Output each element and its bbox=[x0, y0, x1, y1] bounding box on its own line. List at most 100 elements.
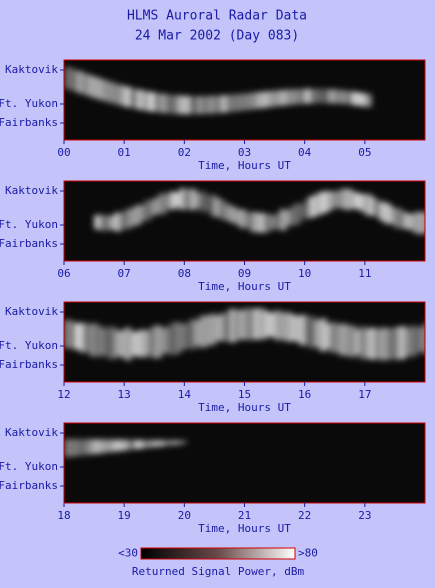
echo-patch bbox=[374, 329, 382, 359]
echo-patch bbox=[324, 323, 332, 349]
colorbar-label: Returned Signal Power, dBm bbox=[132, 565, 305, 578]
y-tick-label: Kaktovik bbox=[5, 184, 58, 197]
echo-patch bbox=[329, 321, 337, 353]
echo-patch bbox=[224, 310, 232, 343]
radar-echo bbox=[64, 67, 372, 115]
echo-patch bbox=[229, 206, 237, 223]
echo-patch bbox=[149, 440, 157, 448]
echo-patch bbox=[358, 92, 366, 107]
echo-patch bbox=[384, 327, 392, 360]
x-tick-label: 01 bbox=[118, 146, 131, 159]
echo-patch bbox=[160, 93, 168, 114]
echo-patch bbox=[349, 325, 357, 358]
echo-patch bbox=[314, 193, 322, 216]
echo-patch bbox=[364, 94, 372, 108]
echo-patch bbox=[172, 95, 180, 114]
echo-patch bbox=[199, 315, 207, 348]
x-tick-label: 11 bbox=[358, 267, 371, 280]
echo-patch bbox=[189, 319, 197, 350]
echo-patch bbox=[74, 439, 82, 456]
echo-patch bbox=[76, 71, 84, 94]
echo-patch bbox=[284, 210, 292, 226]
echo-patch bbox=[124, 86, 132, 108]
echo-patch bbox=[99, 439, 107, 453]
echo-patch bbox=[109, 215, 117, 230]
echo-patch bbox=[229, 308, 237, 343]
echo-patch bbox=[364, 194, 372, 216]
echo-patch bbox=[109, 326, 117, 360]
echo-patch bbox=[359, 326, 367, 360]
echo-patch bbox=[106, 81, 114, 103]
echo-patch bbox=[174, 192, 182, 207]
x-tick-label: 10 bbox=[298, 267, 311, 280]
echo-patch bbox=[178, 95, 186, 115]
echo-patch bbox=[104, 215, 112, 231]
echo-patch bbox=[346, 91, 354, 105]
echo-patch bbox=[119, 439, 127, 451]
echo-patch bbox=[254, 212, 262, 233]
echo-patch bbox=[174, 440, 182, 445]
echo-patch bbox=[64, 439, 72, 457]
echo-patch bbox=[316, 88, 324, 104]
title-line: HLMS Auroral Radar Data bbox=[127, 9, 307, 24]
x-tick-label: 23 bbox=[358, 509, 371, 522]
echo-patch bbox=[354, 329, 362, 355]
echo-patch bbox=[139, 440, 147, 449]
echo-patch bbox=[364, 328, 372, 358]
echo-patch bbox=[284, 312, 292, 342]
echo-patch bbox=[199, 191, 207, 213]
echo-patch bbox=[179, 323, 187, 350]
radar-echo bbox=[94, 188, 425, 234]
echo-patch bbox=[269, 215, 277, 230]
x-axis-label: Time, Hours UT bbox=[198, 401, 291, 414]
echo-patch bbox=[148, 92, 156, 112]
echo-patch bbox=[334, 89, 342, 104]
x-tick-label: 13 bbox=[118, 388, 131, 401]
echo-patch bbox=[164, 440, 172, 446]
echo-patch bbox=[344, 325, 352, 356]
echo-patch bbox=[64, 67, 72, 89]
y-tick-label: Ft. Yukon bbox=[0, 97, 58, 110]
echo-patch bbox=[154, 440, 162, 447]
echo-patch bbox=[340, 90, 348, 105]
x-tick-label: 04 bbox=[298, 146, 312, 159]
echo-patch bbox=[124, 209, 132, 230]
echo-patch bbox=[334, 324, 342, 353]
echo-patch bbox=[349, 191, 357, 209]
echo-patch bbox=[394, 326, 402, 360]
echo-patch bbox=[134, 331, 142, 357]
echo-patch bbox=[289, 206, 297, 226]
echo-patch bbox=[134, 440, 142, 449]
echo-patch bbox=[94, 439, 102, 454]
echo-patch bbox=[196, 96, 204, 115]
echo-patch bbox=[129, 439, 137, 450]
y-tick-label: Fairbanks bbox=[0, 116, 58, 129]
echo-patch bbox=[169, 191, 177, 210]
echo-patch bbox=[84, 325, 92, 352]
echo-patch bbox=[274, 213, 282, 229]
echo-patch bbox=[324, 191, 332, 212]
echo-patch bbox=[88, 75, 96, 97]
y-tick-label: Ft. Yukon bbox=[0, 339, 58, 352]
echo-patch bbox=[304, 198, 312, 220]
echo-patch bbox=[369, 197, 377, 216]
echo-patch bbox=[226, 94, 234, 112]
colorbar-tick-label: >80 bbox=[298, 547, 318, 560]
echo-patch bbox=[319, 318, 327, 352]
echo-patch bbox=[190, 96, 198, 115]
echo-patch bbox=[89, 323, 97, 357]
echo-patch bbox=[274, 90, 282, 107]
radar-echo bbox=[64, 308, 425, 361]
echo-patch bbox=[209, 313, 217, 346]
echo-patch bbox=[94, 215, 102, 230]
echo-patch bbox=[79, 439, 87, 456]
echo-patch bbox=[149, 199, 157, 216]
echo-patch bbox=[159, 440, 167, 447]
x-tick-label: 14 bbox=[178, 388, 192, 401]
echo-patch bbox=[82, 73, 90, 96]
radar-panel bbox=[64, 423, 425, 503]
echo-patch bbox=[144, 330, 152, 356]
echo-patch bbox=[279, 209, 287, 231]
x-tick-label: 19 bbox=[118, 509, 131, 522]
